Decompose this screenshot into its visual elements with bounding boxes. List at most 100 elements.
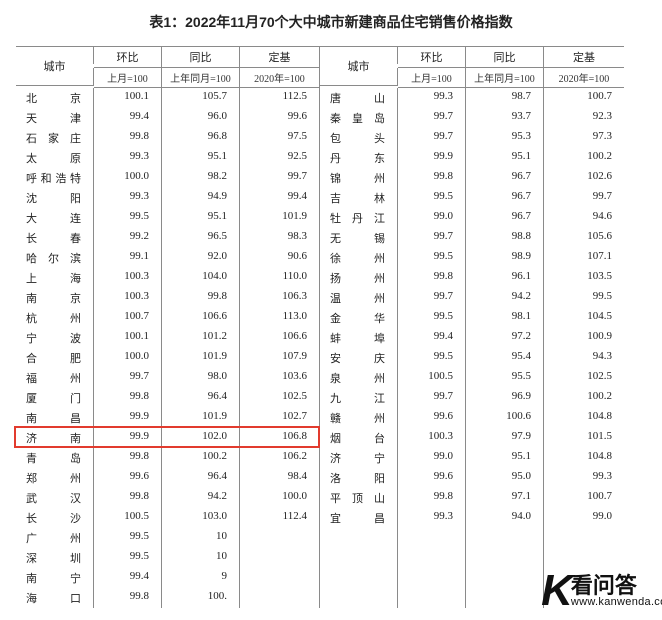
yoy-left: 94.2 xyxy=(162,488,240,508)
yoy-right: 95.1 xyxy=(466,148,544,168)
fixed-left: 110.0 xyxy=(240,268,320,288)
city-left: 沈 阳 xyxy=(16,188,94,208)
city-right: 济 宁 xyxy=(320,448,398,468)
fixed-left: 100.0 xyxy=(240,488,320,508)
city-right: 金 华 xyxy=(320,308,398,328)
city-right: 锦 州 xyxy=(320,168,398,188)
city-left: 广 州 xyxy=(16,528,94,548)
hdr-city-left: 城市 xyxy=(16,46,94,64)
city-left: 呼和浩特 xyxy=(16,168,94,188)
mom-right: 100.5 xyxy=(398,368,466,388)
mom-left: 99.5 xyxy=(94,528,162,548)
city-right: 唐 山 xyxy=(320,88,398,108)
mom-right: 99.7 xyxy=(398,108,466,128)
fixed-right: 102.6 xyxy=(544,168,624,188)
fixed-right: 107.1 xyxy=(544,248,624,268)
mom-right: 99.5 xyxy=(398,248,466,268)
hdr-yoy-right: 同比 xyxy=(466,46,544,68)
mom-right xyxy=(398,568,466,588)
mom-right xyxy=(398,548,466,568)
mom-right: 99.3 xyxy=(398,88,466,108)
yoy-left: 95.1 xyxy=(162,208,240,228)
city-right: 秦皇岛 xyxy=(320,108,398,128)
mom-right: 99.7 xyxy=(398,228,466,248)
city-right: 温 州 xyxy=(320,288,398,308)
yoy-left: 101.9 xyxy=(162,408,240,428)
mom-right: 99.7 xyxy=(398,388,466,408)
hdr-fixed-right: 定基 xyxy=(544,46,624,68)
city-left: 南 宁 xyxy=(16,568,94,588)
hdr-yoy-left-sub: 上年同月=100 xyxy=(162,68,240,88)
fixed-right: 92.3 xyxy=(544,108,624,128)
yoy-left: 95.1 xyxy=(162,148,240,168)
city-right xyxy=(320,588,398,608)
yoy-right: 94.0 xyxy=(466,508,544,528)
yoy-right: 98.8 xyxy=(466,228,544,248)
mom-left: 99.3 xyxy=(94,148,162,168)
fixed-left: 101.9 xyxy=(240,208,320,228)
city-left: 北 京 xyxy=(16,88,94,108)
city-right: 吉 林 xyxy=(320,188,398,208)
price-index-table: 城市环比同比定基城市环比同比定基上月=100上年同月=1002020年=100上… xyxy=(16,46,646,608)
yoy-left: 101.9 xyxy=(162,348,240,368)
mom-left: 100.1 xyxy=(94,328,162,348)
mom-right: 99.6 xyxy=(398,468,466,488)
city-right xyxy=(320,528,398,548)
mom-left: 100.0 xyxy=(94,168,162,188)
hdr-mom-left-sub: 上月=100 xyxy=(94,68,162,88)
mom-left: 99.3 xyxy=(94,188,162,208)
city-left: 哈尔滨 xyxy=(16,248,94,268)
yoy-right xyxy=(466,548,544,568)
hdr-mom-left: 环比 xyxy=(94,46,162,68)
yoy-left: 92.0 xyxy=(162,248,240,268)
yoy-left: 100. xyxy=(162,588,240,608)
mom-right: 99.7 xyxy=(398,288,466,308)
hdr-mom-right: 环比 xyxy=(398,46,466,68)
yoy-left: 96.4 xyxy=(162,388,240,408)
table-wrap: 城市环比同比定基城市环比同比定基上月=100上年同月=1002020年=100上… xyxy=(16,46,646,608)
city-left: 大 连 xyxy=(16,208,94,228)
mom-left: 99.7 xyxy=(94,368,162,388)
yoy-right: 95.0 xyxy=(466,468,544,488)
city-right: 赣 州 xyxy=(320,408,398,428)
fixed-right xyxy=(544,548,624,568)
mom-right: 99.8 xyxy=(398,168,466,188)
yoy-right: 94.2 xyxy=(466,288,544,308)
mom-left: 99.4 xyxy=(94,108,162,128)
hdr-yoy-right-sub: 上年同月=100 xyxy=(466,68,544,88)
yoy-left: 96.8 xyxy=(162,128,240,148)
city-left: 济 南 xyxy=(16,428,94,448)
mom-left: 99.8 xyxy=(94,588,162,608)
fixed-left: 112.5 xyxy=(240,88,320,108)
yoy-right: 96.7 xyxy=(466,168,544,188)
yoy-left: 10 xyxy=(162,528,240,548)
fixed-right: 97.3 xyxy=(544,128,624,148)
city-left: 长 春 xyxy=(16,228,94,248)
mom-right: 99.9 xyxy=(398,148,466,168)
city-right: 泉 州 xyxy=(320,368,398,388)
table-title: 表1：2022年11月70个大中城市新建商品住宅销售价格指数 xyxy=(16,12,646,32)
fixed-left: 98.4 xyxy=(240,468,320,488)
yoy-right: 97.1 xyxy=(466,488,544,508)
city-right: 烟 台 xyxy=(320,428,398,448)
city-left: 南 京 xyxy=(16,288,94,308)
fixed-right xyxy=(544,568,624,588)
yoy-left: 98.2 xyxy=(162,168,240,188)
city-right: 九 江 xyxy=(320,388,398,408)
fixed-left: 97.5 xyxy=(240,128,320,148)
yoy-left: 96.0 xyxy=(162,108,240,128)
mom-right: 99.8 xyxy=(398,268,466,288)
city-right xyxy=(320,548,398,568)
mom-right: 99.5 xyxy=(398,188,466,208)
fixed-right: 102.5 xyxy=(544,368,624,388)
mom-right: 99.4 xyxy=(398,328,466,348)
fixed-left: 106.6 xyxy=(240,328,320,348)
yoy-right: 97.9 xyxy=(466,428,544,448)
mom-left: 99.1 xyxy=(94,248,162,268)
city-left: 杭 州 xyxy=(16,308,94,328)
mom-right: 99.5 xyxy=(398,308,466,328)
fixed-right: 100.7 xyxy=(544,488,624,508)
city-left: 天 津 xyxy=(16,108,94,128)
mom-left: 100.0 xyxy=(94,348,162,368)
fixed-left: 107.9 xyxy=(240,348,320,368)
